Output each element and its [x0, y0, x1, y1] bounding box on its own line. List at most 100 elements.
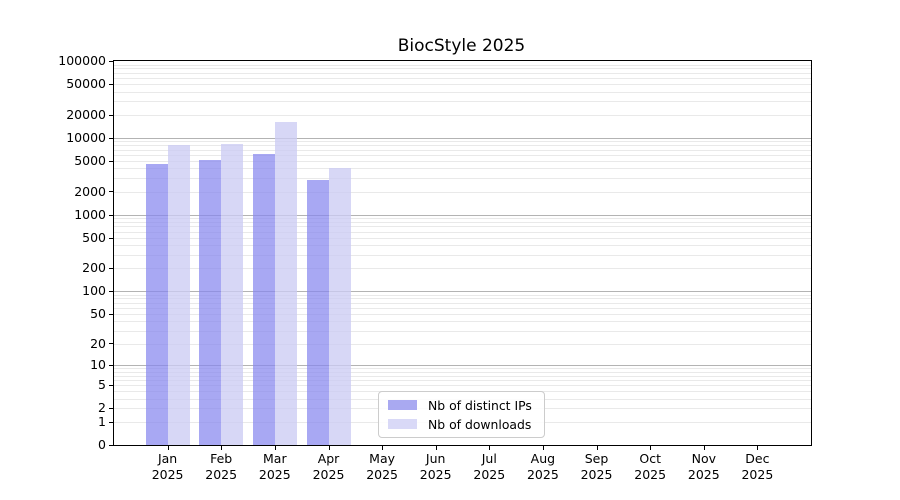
y-tick-mark [109, 385, 114, 386]
y-tick-mark [109, 343, 114, 344]
bar-distinct-ips-jan [145, 163, 168, 445]
gridline-minor [114, 149, 811, 151]
gridline-minor [114, 294, 811, 296]
gridline-minor [114, 218, 811, 220]
y-tick-mark [109, 268, 114, 269]
y-tick-label: 50 [90, 305, 106, 321]
legend-swatch-downloads [388, 419, 417, 429]
gridline-minor [114, 380, 811, 382]
y-tick-label: 10000 [66, 129, 106, 145]
gridline-minor [114, 298, 811, 300]
x-tick-year: 2025 [366, 466, 398, 482]
x-tick-mark [435, 445, 437, 450]
x-tick-mark [542, 445, 544, 450]
x-tick-label-nov: Nov 2025 [674, 451, 734, 482]
y-tick-mark [109, 84, 114, 85]
y-tick-mark [109, 115, 114, 116]
x-tick-year: 2025 [419, 466, 452, 482]
y-tick-label: 20000 [66, 106, 106, 122]
x-tick-label-may: May 2025 [352, 451, 412, 482]
gridline-minor [114, 368, 811, 370]
y-tick-label: 100 [82, 283, 106, 299]
legend-swatch-distinct-ips [388, 400, 417, 410]
x-tick-mark [757, 445, 759, 450]
x-tick-year: 2025 [312, 466, 345, 482]
gridline-minor [114, 237, 811, 239]
legend-item-downloads: Nb of downloads [388, 417, 535, 432]
y-tick-mark [109, 291, 114, 292]
x-tick-mark [221, 445, 223, 450]
gridline-minor [114, 168, 811, 170]
x-tick-mark [703, 445, 705, 450]
gridline-minor [114, 330, 811, 332]
legend-label-distinct-ips: Nb of distinct IPs [428, 397, 532, 413]
y-tick-mark [109, 138, 114, 139]
y-tick-label: 50000 [66, 76, 106, 92]
y-tick-label: 500 [82, 229, 106, 245]
legend: Nb of distinct IPs Nb of downloads [378, 391, 545, 438]
y-tick-label: 5000 [74, 152, 106, 168]
legend-label-downloads: Nb of downloads [428, 416, 532, 432]
legend-item-distinct-ips: Nb of distinct IPs [388, 398, 535, 413]
x-tick-month: Dec [745, 451, 770, 466]
y-tick-mark [109, 422, 114, 423]
x-tick-label-dec: Dec 2025 [727, 451, 787, 482]
x-tick-year: 2025 [687, 466, 720, 482]
gridline-minor [114, 385, 811, 387]
x-tick-month: Apr [317, 451, 340, 466]
gridline-minor [114, 64, 811, 66]
bar-distinct-ips-mar [252, 154, 275, 445]
gridline-minor [114, 160, 811, 162]
gridline-minor [114, 177, 811, 179]
x-tick-year: 2025 [580, 466, 613, 482]
x-tick-mark [167, 445, 169, 450]
x-tick-year: 2025 [151, 466, 184, 482]
gridline-minor [114, 78, 811, 79]
gridline-minor [114, 343, 811, 345]
x-tick-label-feb: Feb 2025 [191, 451, 251, 482]
x-tick-year: 2025 [205, 466, 238, 482]
y-tick-label: 0 [98, 437, 106, 452]
x-tick-mark [328, 445, 330, 450]
y-tick-mark [109, 314, 114, 315]
gridline-minor [114, 254, 811, 256]
x-tick-month: Nov [691, 451, 716, 466]
plot-area: 0 1 2 5 10 20 50 100 200 500 1000 2000 5000 10000 2000… [58, 53, 812, 482]
x-tick-label-jun: Jun 2025 [406, 451, 466, 482]
bar-downloads-apr [328, 167, 351, 445]
gridline-major [114, 291, 811, 293]
x-tick-mark [596, 445, 598, 450]
x-tick-month: Jan [157, 451, 178, 466]
gridline-major [114, 214, 811, 216]
x-tick-month: Feb [210, 451, 233, 466]
x-tick-year: 2025 [526, 466, 559, 482]
x-tick-month: Mar [263, 451, 287, 466]
x-tick-month: Jul [481, 451, 497, 466]
x-tick-mark [274, 445, 276, 450]
y-tick-label: 20 [90, 335, 106, 351]
gridline-minor [114, 191, 811, 193]
gridline-minor [114, 101, 811, 103]
x-tick-label-oct: Oct 2025 [620, 451, 680, 482]
y-tick-mark [109, 61, 114, 62]
gridline-minor [114, 268, 811, 270]
gridline-minor [114, 231, 811, 233]
bar-distinct-ips-apr [306, 180, 329, 445]
y-tick-label: 1 [98, 413, 106, 429]
gridline-minor [114, 245, 811, 247]
y-tick-mark [109, 445, 114, 446]
gridline-minor [114, 154, 811, 156]
y-tick-mark [109, 161, 114, 162]
gridline-minor [114, 307, 811, 309]
x-tick-month: Aug [530, 451, 556, 466]
gridline-minor [114, 84, 811, 86]
gridline-minor [114, 371, 811, 373]
x-tick-label-jan: Jan 2025 [138, 451, 198, 482]
y-tick-label: 200 [82, 260, 106, 276]
y-tick-mark [109, 191, 114, 192]
x-tick-mark [650, 445, 652, 450]
x-tick-month: May [369, 451, 396, 466]
bar-downloads-mar [274, 122, 297, 445]
x-tick-label-mar: Mar 2025 [245, 451, 305, 482]
